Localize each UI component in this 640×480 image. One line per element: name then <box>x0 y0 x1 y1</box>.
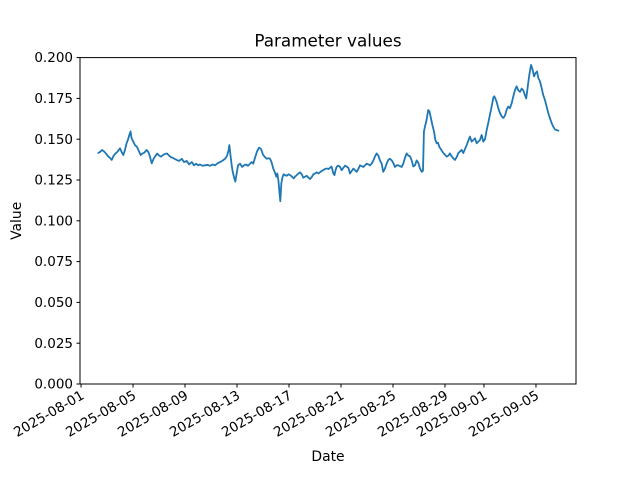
plot-area <box>80 57 576 384</box>
y-tick-label: 0.175 <box>34 91 73 107</box>
axes-frame <box>79 57 577 385</box>
y-tick-label: 0.025 <box>34 336 73 352</box>
y-tick-label: 0.150 <box>34 132 73 148</box>
y-tick-label: 0.200 <box>34 50 73 66</box>
x-axis-label: Date <box>311 449 344 465</box>
y-tick-label: 0.075 <box>34 254 73 270</box>
y-tick-label: 0.050 <box>34 295 73 311</box>
y-tick-label: 0.000 <box>34 377 73 393</box>
y-tick-label: 0.100 <box>34 213 73 229</box>
chart-title: Parameter values <box>254 31 401 51</box>
data-line <box>97 64 560 203</box>
y-axis-label: Value <box>9 202 25 240</box>
y-tick-label: 0.125 <box>34 173 73 189</box>
